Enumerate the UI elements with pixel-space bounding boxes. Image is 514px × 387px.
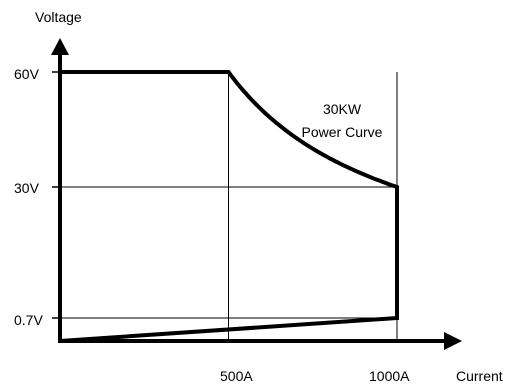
y-tick-label-30v: 30V <box>14 180 40 196</box>
x-axis-arrowhead <box>444 332 462 350</box>
y-tick-label-60v: 60V <box>14 66 40 82</box>
operating-envelope-line <box>58 70 399 343</box>
x-tick-label-1000a: 1000A <box>369 368 410 384</box>
x-tick-label-500a: 500A <box>220 368 253 384</box>
y-axis-title: Voltage <box>35 9 82 25</box>
power-annotation-line2: Power Curve <box>302 124 383 140</box>
x-axis-title: Current <box>456 368 503 384</box>
axes <box>51 38 462 350</box>
y-tick-label-0-7v: 0.7V <box>14 312 43 328</box>
y-axis-arrowhead <box>51 38 69 55</box>
power-annotation-line1: 30KW <box>323 101 362 117</box>
